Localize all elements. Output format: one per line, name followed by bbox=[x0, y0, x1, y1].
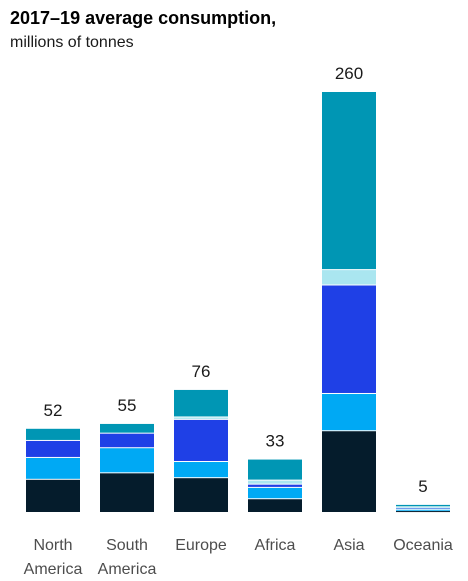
bar-total-label: 5 bbox=[418, 477, 427, 496]
bar-total-label: 55 bbox=[118, 396, 137, 415]
bar-total-label: 33 bbox=[266, 432, 285, 451]
category-label: America bbox=[24, 561, 83, 578]
bar-segment-5-2 bbox=[322, 393, 376, 431]
bar-segment-5-5 bbox=[322, 92, 376, 270]
bar-segment-2-1 bbox=[100, 473, 154, 512]
bar-segment-2-5 bbox=[100, 423, 154, 433]
category-label: South bbox=[106, 537, 148, 554]
bar-segment-6-4 bbox=[396, 507, 450, 509]
bar-segment-3-4 bbox=[174, 417, 228, 419]
bar-segment-4-5 bbox=[248, 459, 302, 480]
bar-segment-1-3 bbox=[26, 440, 80, 457]
bar-segment-1-1 bbox=[26, 479, 80, 512]
bar-total-label: 76 bbox=[192, 362, 211, 381]
bar-segment-5-1 bbox=[322, 431, 376, 512]
bar-segment-6-1 bbox=[396, 511, 450, 513]
bar-segment-3-5 bbox=[174, 389, 228, 417]
bar-segment-5-4 bbox=[322, 270, 376, 285]
bar-segment-5-3 bbox=[322, 285, 376, 393]
bar-segment-4-3 bbox=[248, 484, 302, 487]
bar-segment-1-2 bbox=[26, 457, 80, 479]
category-label: America bbox=[98, 561, 157, 578]
category-label: North bbox=[33, 537, 72, 554]
bar-segment-6-2 bbox=[396, 509, 450, 511]
category-label: Asia bbox=[333, 537, 364, 554]
bar-segment-3-1 bbox=[174, 478, 228, 512]
chart-title: 2017–19 average consumption, bbox=[10, 8, 277, 28]
category-label: Oceania bbox=[393, 537, 453, 554]
bar-total-label: 52 bbox=[44, 401, 63, 420]
bar-segment-6-5 bbox=[396, 504, 450, 507]
chart-subtitle: millions of tonnes bbox=[10, 34, 134, 51]
category-label: Africa bbox=[255, 537, 296, 554]
bar-segment-3-2 bbox=[174, 461, 228, 478]
bar-segment-3-3 bbox=[174, 419, 228, 461]
category-label: Europe bbox=[175, 537, 227, 554]
bar-segment-4-1 bbox=[248, 499, 302, 512]
bar-segment-2-2 bbox=[100, 448, 154, 473]
bar-segment-2-3 bbox=[100, 433, 154, 448]
bar-segment-4-2 bbox=[248, 487, 302, 499]
bar-segment-1-5 bbox=[26, 428, 80, 440]
bar-segment-4-4 bbox=[248, 480, 302, 484]
bar-total-label: 260 bbox=[335, 64, 363, 83]
